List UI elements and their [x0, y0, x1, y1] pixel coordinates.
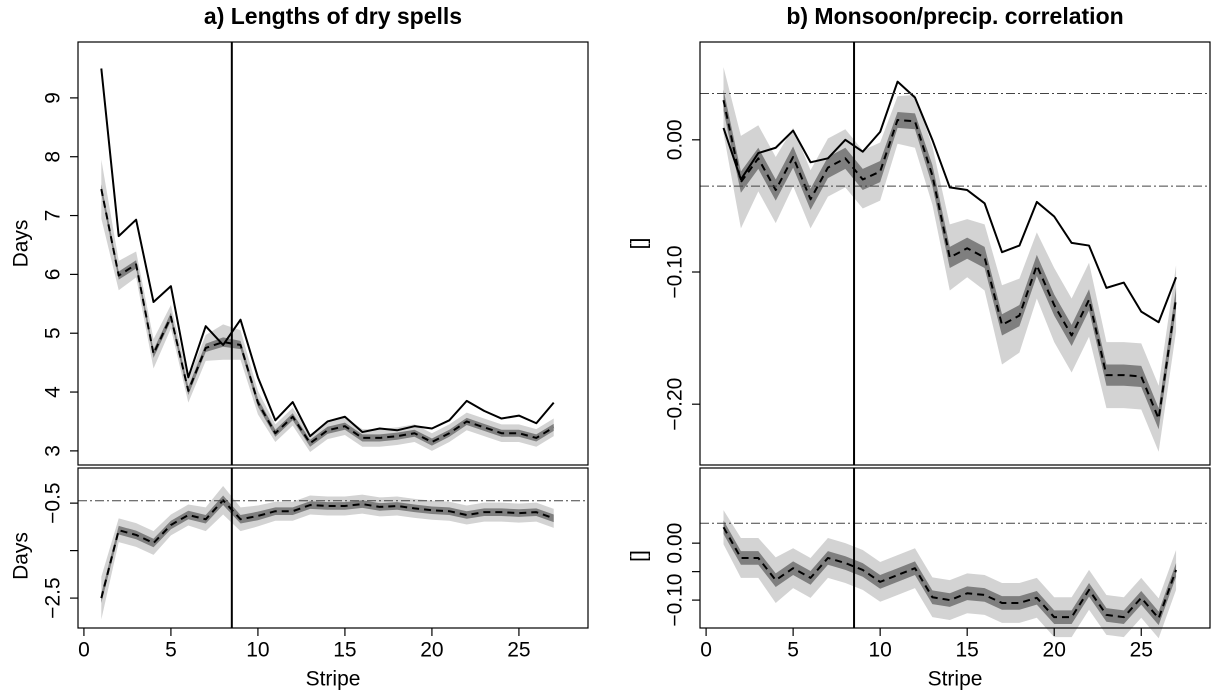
- error-band: [723, 89, 1177, 430]
- y-axis-label: []: [628, 550, 651, 562]
- y-tick-label: 4: [42, 386, 65, 398]
- x-tick-label: 5: [165, 639, 177, 662]
- y-tick-label: −0.5: [42, 482, 65, 523]
- y-tick-label: 9: [42, 92, 65, 104]
- error-band: [101, 159, 554, 453]
- error-band: [723, 520, 1177, 626]
- data-line: [722, 526, 1178, 620]
- x-tick-label: 5: [787, 639, 799, 662]
- plot-box: [77, 41, 589, 466]
- y-axis-label: []: [628, 238, 651, 250]
- y-tick-label: 5: [42, 327, 65, 339]
- data-line: [100, 68, 555, 438]
- x-tick-label: 20: [1043, 639, 1066, 662]
- data-line: [100, 188, 555, 445]
- plot-box: [699, 467, 1211, 629]
- y-axis-label: Days: [10, 532, 33, 580]
- y-axis-label: Days: [10, 220, 33, 268]
- y-tick-label: −0.10: [664, 574, 687, 627]
- chart-title: a) Lengths of dry spells: [204, 3, 462, 29]
- y-tick-label: −0.10: [664, 245, 687, 298]
- y-tick-label: −0.20: [664, 378, 687, 431]
- plot-box: [699, 41, 1211, 466]
- x-tick-label: 25: [507, 639, 530, 662]
- x-tick-label: 10: [868, 639, 891, 662]
- x-tick-label: 0: [700, 639, 712, 662]
- x-tick-label: 25: [1130, 639, 1153, 662]
- error-band: [101, 486, 554, 620]
- y-tick-label: 0.00: [664, 523, 687, 564]
- y-tick-label: −2.5: [42, 577, 65, 618]
- error-band: [723, 510, 1177, 639]
- y-tick-label: 8: [42, 151, 65, 163]
- x-tick-label: 15: [333, 639, 356, 662]
- data-line: [722, 80, 1177, 324]
- data-line: [100, 499, 555, 599]
- y-tick-label: 6: [42, 269, 65, 281]
- y-tick-label: 7: [42, 210, 65, 222]
- x-axis-label: Stripe: [306, 668, 361, 691]
- x-tick-label: 20: [420, 639, 443, 662]
- chart-title: b) Monsoon/precip. correlation: [786, 3, 1123, 29]
- x-axis-label: Stripe: [928, 668, 983, 691]
- x-tick-label: 15: [956, 639, 979, 662]
- x-tick-label: 0: [78, 639, 90, 662]
- plot-box: [77, 467, 589, 629]
- y-tick-label: 0.00: [664, 119, 687, 160]
- y-tick-label: 3: [42, 445, 65, 457]
- x-tick-label: 10: [246, 639, 269, 662]
